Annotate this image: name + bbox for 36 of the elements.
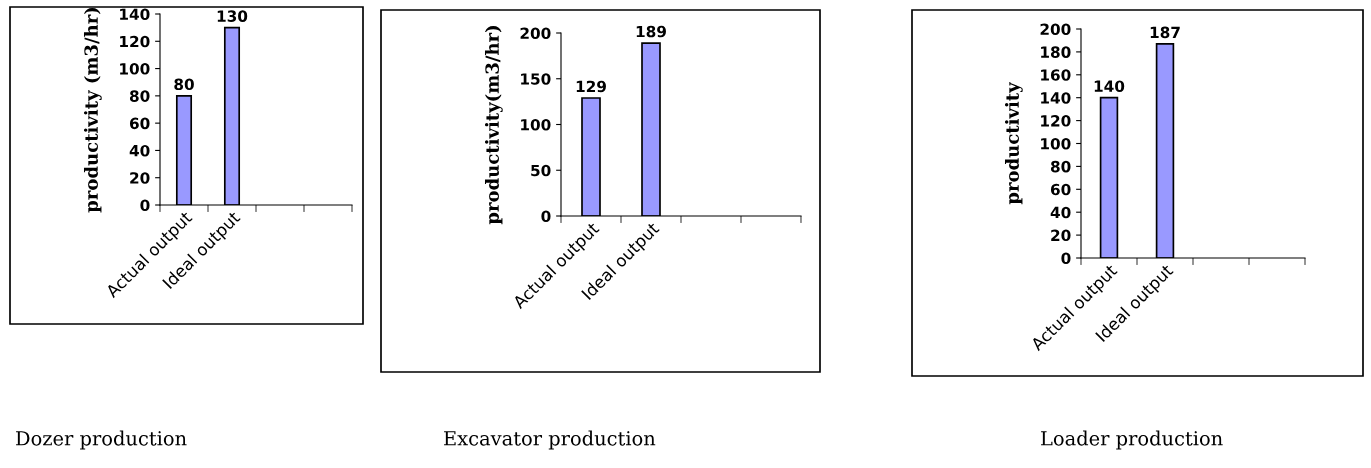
y-tick-label: 80: [129, 90, 150, 102]
y-tick-label: 100: [120, 63, 150, 75]
y-tick-label: 60: [1050, 183, 1071, 196]
y-tick-label: 40: [129, 144, 150, 157]
y-tick-label: 80: [1050, 160, 1071, 173]
data-label: 187: [1150, 26, 1180, 39]
y-axis-title: productivity(m3/hr): [484, 26, 503, 225]
y-tick-label: 160: [1041, 69, 1071, 81]
text: Excavator production: [444, 430, 656, 450]
y-tick-label: 0: [140, 199, 150, 212]
text: Loader production: [1041, 430, 1223, 450]
text: Dozer production: [16, 430, 187, 450]
y-tick-label: 60: [129, 117, 150, 130]
y-tick-label: 20: [1051, 229, 1071, 242]
y-tick-label: 200: [1040, 23, 1071, 36]
y-tick-label: 120: [1041, 115, 1071, 127]
y-axis-title: productivity (m3/hr): [83, 7, 102, 213]
data-label: 140: [1094, 80, 1125, 92]
y-tick-label: 0: [541, 210, 551, 223]
y-tick-label: 50: [531, 164, 551, 177]
y-tick-label: 100: [1041, 137, 1071, 150]
y-tick-label: 200: [520, 27, 551, 40]
y-tick-label: 0: [1061, 252, 1071, 265]
y-tick-label: 150: [521, 73, 551, 85]
y-tick-label: 100: [521, 118, 551, 131]
y-tick-label: 40: [1050, 206, 1071, 219]
y-axis-title: productivity: [1004, 81, 1023, 205]
y-tick-label: 20: [130, 172, 150, 184]
y-tick-label: 180: [1041, 46, 1071, 58]
data-label: 129: [576, 80, 606, 93]
data-label: 130: [217, 10, 248, 22]
y-tick-label: 120: [120, 35, 150, 48]
data-label: 189: [636, 25, 666, 38]
y-tick-label: 140: [120, 8, 150, 21]
y-tick-label: 140: [1041, 92, 1071, 104]
data-label: 80: [174, 78, 194, 91]
